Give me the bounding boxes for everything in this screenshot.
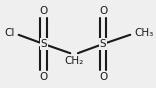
- Text: S: S: [100, 39, 106, 49]
- Text: CH₂: CH₂: [64, 56, 84, 66]
- Text: Cl: Cl: [5, 28, 15, 38]
- Text: O: O: [99, 72, 107, 82]
- Text: O: O: [40, 6, 48, 16]
- Text: CH₃: CH₃: [134, 28, 153, 38]
- Text: O: O: [40, 72, 48, 82]
- Text: S: S: [40, 39, 47, 49]
- Text: O: O: [99, 6, 107, 16]
